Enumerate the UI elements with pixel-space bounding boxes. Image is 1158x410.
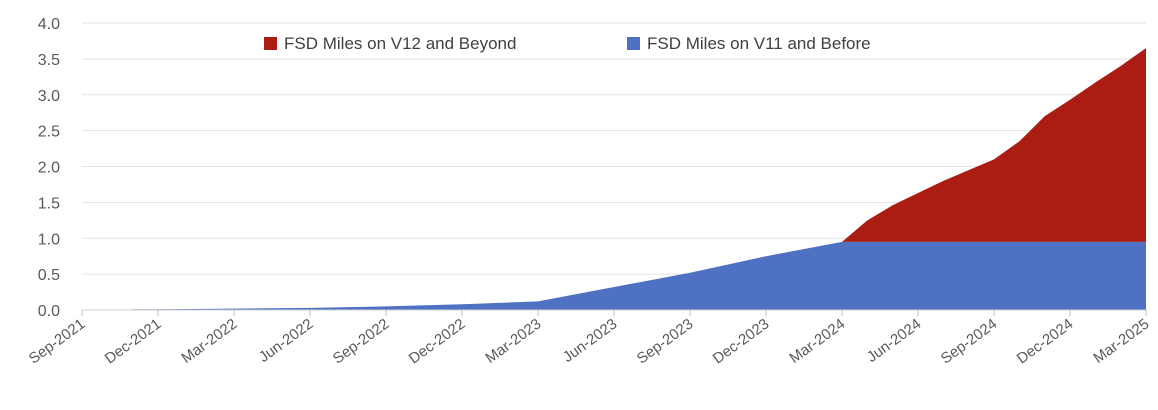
x-tick-label: Sep-2023 [634, 315, 697, 367]
x-tick-label: Jun-2024 [864, 315, 925, 366]
y-tick-label: 3.0 [38, 88, 60, 105]
legend-swatch-v11-and-before [627, 37, 640, 50]
series-area-v11-and-before [132, 241, 1146, 310]
y-tick-label: 1.5 [38, 195, 60, 212]
x-tick-label: Jun-2022 [256, 315, 317, 366]
legend: FSD Miles on V12 and Beyond FSD Miles on … [264, 34, 871, 53]
x-tick-label: Sep-2021 [26, 315, 89, 367]
plot-areas [132, 48, 1146, 310]
y-tick-label: 1.0 [38, 231, 60, 248]
x-tick-label: Mar-2023 [482, 315, 544, 366]
x-tick-label: Mar-2024 [786, 315, 848, 366]
y-tick-label: 4.0 [38, 16, 60, 33]
legend-label-v11-and-before: FSD Miles on V11 and Before [647, 34, 871, 53]
x-tick-label: Mar-2025 [1090, 315, 1152, 366]
x-tick-label: Sep-2024 [938, 315, 1001, 367]
legend-label-v12-and-beyond: FSD Miles on V12 and Beyond [284, 34, 516, 53]
legend-swatch-v12-and-beyond [264, 37, 277, 50]
x-tick-label: Dec-2021 [102, 315, 165, 367]
x-tick-label: Dec-2023 [710, 315, 773, 367]
y-tick-label: 0.5 [38, 267, 60, 284]
x-tick-label: Sep-2022 [330, 315, 393, 367]
y-tick-label: 0.0 [38, 303, 60, 320]
x-tick-label: Dec-2024 [1014, 315, 1077, 367]
y-tick-label: 2.5 [38, 124, 60, 141]
x-tick-label: Mar-2022 [178, 315, 240, 366]
y-tick-label: 2.0 [38, 160, 60, 177]
y-tick-label: 3.5 [38, 52, 60, 69]
x-tick-label: Dec-2022 [406, 315, 469, 367]
x-tick-label: Jun-2023 [560, 315, 621, 366]
gridlines [82, 22, 1146, 275]
